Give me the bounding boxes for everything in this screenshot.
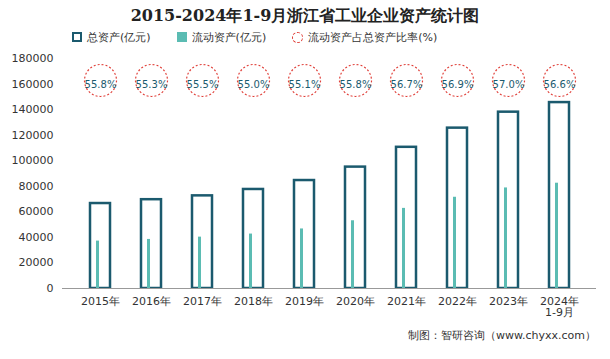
html-text:总资产(亿元): 总资产(亿元)	[87, 30, 151, 44]
svg-text:55.3%: 55.3%	[136, 79, 168, 90]
html-text:流动资产占总资产比率(%): 流动资产占总资产比率(%)	[308, 30, 438, 44]
svg-text:55.0%: 55.0%	[238, 79, 270, 90]
svg-text:56.9%: 56.9%	[442, 79, 474, 90]
svg-text:180000: 180000	[12, 52, 54, 65]
svg-text:2017年: 2017年	[183, 295, 222, 308]
svg-text:55.8%: 55.8%	[85, 79, 117, 90]
svg-text:160000: 160000	[12, 78, 54, 91]
html-text:流动资产(亿元): 流动资产(亿元)	[191, 30, 267, 44]
svg-text:2023年: 2023年	[489, 295, 528, 308]
svg-text:2016年: 2016年	[132, 295, 171, 308]
svg-text:2022年: 2022年	[438, 295, 477, 308]
svg-text:60000: 60000	[19, 205, 54, 218]
html-text:2015-2024年1-9月浙江省工业企业资产统计图: 2015-2024年1-9月浙江省工业企业资产统计图	[130, 6, 480, 25]
svg-text:2018年: 2018年	[234, 295, 273, 308]
svg-text:55.1%: 55.1%	[289, 79, 321, 90]
svg-text:140000: 140000	[12, 103, 54, 116]
svg-text:55.5%: 55.5%	[187, 79, 219, 90]
svg-text:100000: 100000	[12, 154, 54, 167]
svg-text:56.7%: 56.7%	[391, 79, 423, 90]
svg-text:56.6%: 56.6%	[544, 79, 576, 90]
svg-text:2021年: 2021年	[387, 295, 426, 308]
svg-text:2019年: 2019年	[285, 295, 324, 308]
svg-text:80000: 80000	[19, 180, 54, 193]
svg-text:0: 0	[47, 282, 54, 295]
svg-text:40000: 40000	[19, 231, 54, 244]
svg-text:2024年1-9月: 2024年1-9月	[540, 295, 579, 319]
svg-text:55.8%: 55.8%	[340, 79, 372, 90]
svg-text:2015年: 2015年	[81, 295, 120, 308]
svg-text:20000: 20000	[19, 256, 54, 269]
svg-text:57.0%: 57.0%	[493, 79, 525, 90]
svg-text:120000: 120000	[12, 129, 54, 142]
svg-text:2020年: 2020年	[336, 295, 375, 308]
html-text:制图：智研咨询（www.chyxx.com）: 制图：智研咨询（www.chyxx.com）	[408, 329, 596, 342]
